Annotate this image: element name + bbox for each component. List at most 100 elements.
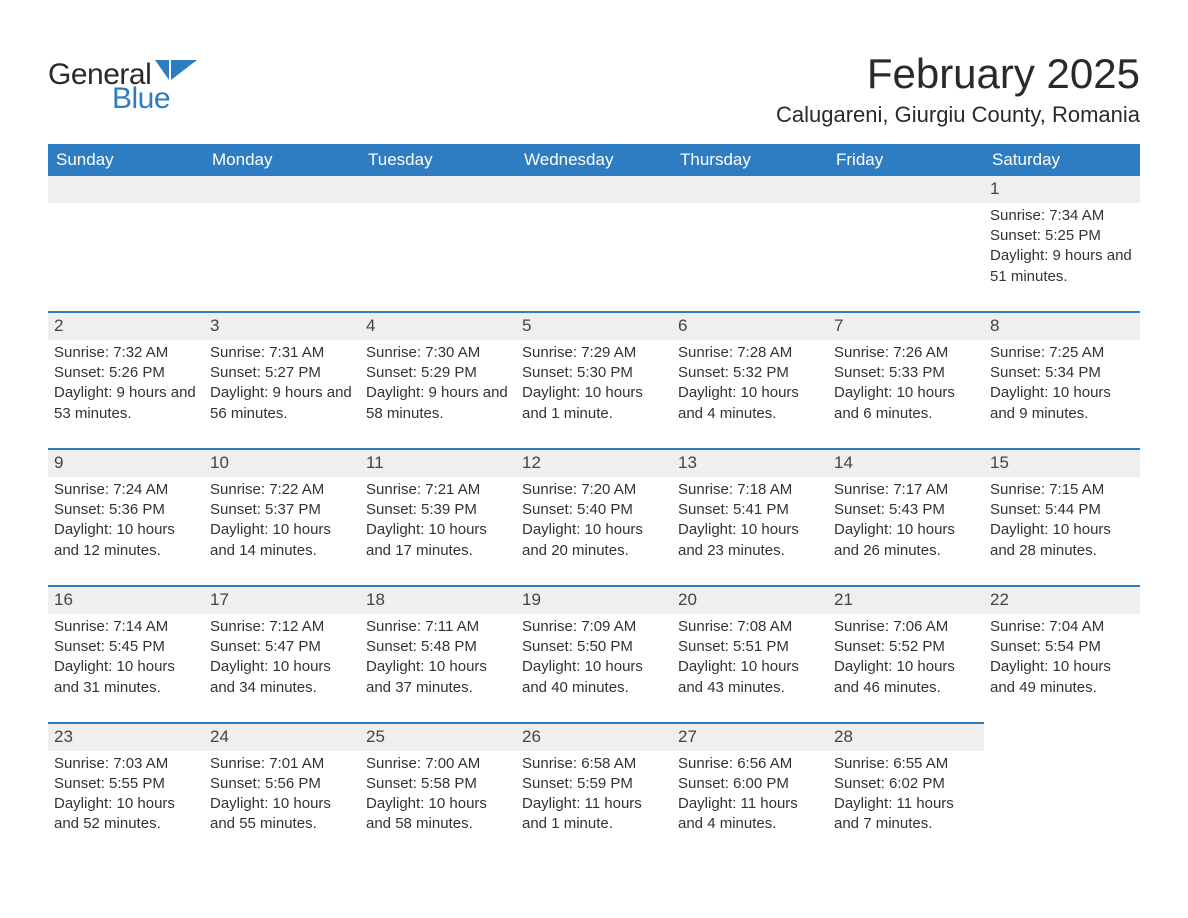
daylight-line: Daylight: 10 hours and 28 minutes.: [990, 520, 1134, 561]
calendar-day-cell: 16Sunrise: 7:14 AMSunset: 5:45 PMDayligh…: [48, 585, 204, 722]
calendar-body: 1Sunrise: 7:34 AMSunset: 5:25 PMDaylight…: [48, 176, 1140, 859]
weekday-header: Thursday: [672, 144, 828, 176]
day-details: Sunrise: 7:18 AMSunset: 5:41 PMDaylight:…: [678, 480, 822, 561]
calendar-day-cell: 21 Sunrise: 7:06 AMSunset: 5:52 PMDayligh…: [828, 585, 984, 722]
sunrise-line: Sunrise: 7:32 AM: [54, 343, 198, 363]
day-number: 11: [360, 448, 516, 477]
day-details: Sunrise: 7:06 AMSunset: 5:52 PMDaylight:…: [834, 617, 978, 698]
calendar-day-cell: 6 Sunrise: 7:28 AMSunset: 5:32 PMDaylight…: [672, 311, 828, 448]
sunset-line: Sunset: 5:56 PM: [210, 774, 354, 794]
daylight-line: Daylight: 10 hours and 14 minutes.: [210, 520, 354, 561]
calendar-day-cell: 13Sunrise: 7:18 AMSunset: 5:41 PMDayligh…: [672, 448, 828, 585]
day-number: 5: [516, 311, 672, 340]
sunset-line: Sunset: 6:02 PM: [834, 774, 978, 794]
day-details: Sunrise: 7:24 AMSunset: 5:36 PMDaylight:…: [54, 480, 198, 561]
sunset-line: Sunset: 5:50 PM: [522, 637, 666, 657]
empty-daynum-strip: [672, 176, 828, 203]
sunrise-line: Sunrise: 7:04 AM: [990, 617, 1134, 637]
calendar-week-row: 9 Sunrise: 7:24 AMSunset: 5:36 PMDaylight…: [48, 448, 1140, 585]
calendar-week-row: 16Sunrise: 7:14 AMSunset: 5:45 PMDayligh…: [48, 585, 1140, 722]
sunrise-line: Sunrise: 6:56 AM: [678, 754, 822, 774]
daylight-line: Daylight: 10 hours and 31 minutes.: [54, 657, 198, 698]
sunrise-line: Sunrise: 7:03 AM: [54, 754, 198, 774]
calendar-day-cell: 22Sunrise: 7:04 AMSunset: 5:54 PMDayligh…: [984, 585, 1140, 722]
calendar-day-cell: 3Sunrise: 7:31 AMSunset: 5:27 PMDaylight…: [204, 311, 360, 448]
day-details: Sunrise: 7:08 AMSunset: 5:51 PMDaylight:…: [678, 617, 822, 698]
day-details: Sunrise: 7:01 AMSunset: 5:56 PMDaylight:…: [210, 754, 354, 835]
day-number: 9: [48, 448, 204, 477]
calendar-day-cell: 2 Sunrise: 7:32 AMSunset: 5:26 PMDaylight…: [48, 311, 204, 448]
daylight-line: Daylight: 10 hours and 49 minutes.: [990, 657, 1134, 698]
calendar-day-cell: 26Sunrise: 6:58 AMSunset: 5:59 PMDayligh…: [516, 722, 672, 859]
day-number: 6: [672, 311, 828, 340]
daylight-line: Daylight: 10 hours and 20 minutes.: [522, 520, 666, 561]
day-details: Sunrise: 7:12 AMSunset: 5:47 PMDaylight:…: [210, 617, 354, 698]
day-number: 25: [360, 722, 516, 751]
sunrise-line: Sunrise: 7:31 AM: [210, 343, 354, 363]
day-number: 15: [984, 448, 1140, 477]
day-number: 17: [204, 585, 360, 614]
day-details: Sunrise: 7:11 AMSunset: 5:48 PMDaylight:…: [366, 617, 510, 698]
day-number: 18: [360, 585, 516, 614]
sunset-line: Sunset: 5:44 PM: [990, 500, 1134, 520]
calendar-day-cell: 8Sunrise: 7:25 AMSunset: 5:34 PMDaylight…: [984, 311, 1140, 448]
calendar-day-cell: 20Sunrise: 7:08 AMSunset: 5:51 PMDayligh…: [672, 585, 828, 722]
sunrise-line: Sunrise: 7:24 AM: [54, 480, 198, 500]
sunrise-line: Sunrise: 7:26 AM: [834, 343, 978, 363]
day-number: 3: [204, 311, 360, 340]
empty-daynum-strip: [360, 176, 516, 203]
sunrise-line: Sunrise: 7:15 AM: [990, 480, 1134, 500]
daylight-line: Daylight: 10 hours and 43 minutes.: [678, 657, 822, 698]
day-details: Sunrise: 6:58 AMSunset: 5:59 PMDaylight:…: [522, 754, 666, 835]
calendar-table: SundayMondayTuesdayWednesdayThursdayFrid…: [48, 144, 1140, 859]
sunrise-line: Sunrise: 7:00 AM: [366, 754, 510, 774]
day-number: 21: [828, 585, 984, 614]
day-details: Sunrise: 7:30 AMSunset: 5:29 PMDaylight:…: [366, 343, 510, 424]
day-number: 23: [48, 722, 204, 751]
day-details: Sunrise: 7:17 AMSunset: 5:43 PMDaylight:…: [834, 480, 978, 561]
sunrise-line: Sunrise: 7:17 AM: [834, 480, 978, 500]
sunrise-line: Sunrise: 7:01 AM: [210, 754, 354, 774]
calendar-day-cell: 4Sunrise: 7:30 AMSunset: 5:29 PMDaylight…: [360, 311, 516, 448]
calendar-day-cell: 18 Sunrise: 7:11 AMSunset: 5:48 PMDayligh…: [360, 585, 516, 722]
weekday-header: Tuesday: [360, 144, 516, 176]
day-number: 16: [48, 585, 204, 614]
sunset-line: Sunset: 5:58 PM: [366, 774, 510, 794]
weekday-header: Monday: [204, 144, 360, 176]
day-number: 10: [204, 448, 360, 477]
sunset-line: Sunset: 5:41 PM: [678, 500, 822, 520]
daylight-line: Daylight: 10 hours and 55 minutes.: [210, 794, 354, 835]
sunrise-line: Sunrise: 7:08 AM: [678, 617, 822, 637]
calendar-week-row: 23 Sunrise: 7:03 AMSunset: 5:55 PMDayligh…: [48, 722, 1140, 859]
sunset-line: Sunset: 5:43 PM: [834, 500, 978, 520]
day-number: 28: [828, 722, 984, 751]
sunset-line: Sunset: 5:34 PM: [990, 363, 1134, 383]
calendar-header-row: SundayMondayTuesdayWednesdayThursdayFrid…: [48, 144, 1140, 176]
day-details: Sunrise: 7:26 AMSunset: 5:33 PMDaylight:…: [834, 343, 978, 424]
sunset-line: Sunset: 5:47 PM: [210, 637, 354, 657]
calendar-day-cell: 24Sunrise: 7:01 AMSunset: 5:56 PMDayligh…: [204, 722, 360, 859]
weekday-header: Sunday: [48, 144, 204, 176]
calendar-day-cell: 19Sunrise: 7:09 AMSunset: 5:50 PMDayligh…: [516, 585, 672, 722]
sunset-line: Sunset: 5:25 PM: [990, 226, 1134, 246]
day-details: Sunrise: 7:20 AMSunset: 5:40 PMDaylight:…: [522, 480, 666, 561]
weekday-header: Saturday: [984, 144, 1140, 176]
day-number: 2: [48, 311, 204, 340]
day-details: Sunrise: 7:32 AMSunset: 5:26 PMDaylight:…: [54, 343, 198, 424]
calendar-day-cell: [672, 176, 828, 311]
day-details: Sunrise: 7:28 AMSunset: 5:32 PMDaylight:…: [678, 343, 822, 424]
calendar-day-cell: 5Sunrise: 7:29 AMSunset: 5:30 PMDaylight…: [516, 311, 672, 448]
sunrise-line: Sunrise: 7:21 AM: [366, 480, 510, 500]
day-details: Sunrise: 6:56 AMSunset: 6:00 PMDaylight:…: [678, 754, 822, 835]
sunset-line: Sunset: 5:32 PM: [678, 363, 822, 383]
daylight-line: Daylight: 10 hours and 12 minutes.: [54, 520, 198, 561]
sunrise-line: Sunrise: 6:58 AM: [522, 754, 666, 774]
sunset-line: Sunset: 5:59 PM: [522, 774, 666, 794]
day-details: Sunrise: 7:15 AMSunset: 5:44 PMDaylight:…: [990, 480, 1134, 561]
sunset-line: Sunset: 5:37 PM: [210, 500, 354, 520]
daylight-line: Daylight: 11 hours and 1 minute.: [522, 794, 666, 835]
day-details: Sunrise: 7:03 AMSunset: 5:55 PMDaylight:…: [54, 754, 198, 835]
daylight-line: Daylight: 10 hours and 6 minutes.: [834, 383, 978, 424]
sunset-line: Sunset: 6:00 PM: [678, 774, 822, 794]
empty-daynum-strip: [48, 176, 204, 203]
